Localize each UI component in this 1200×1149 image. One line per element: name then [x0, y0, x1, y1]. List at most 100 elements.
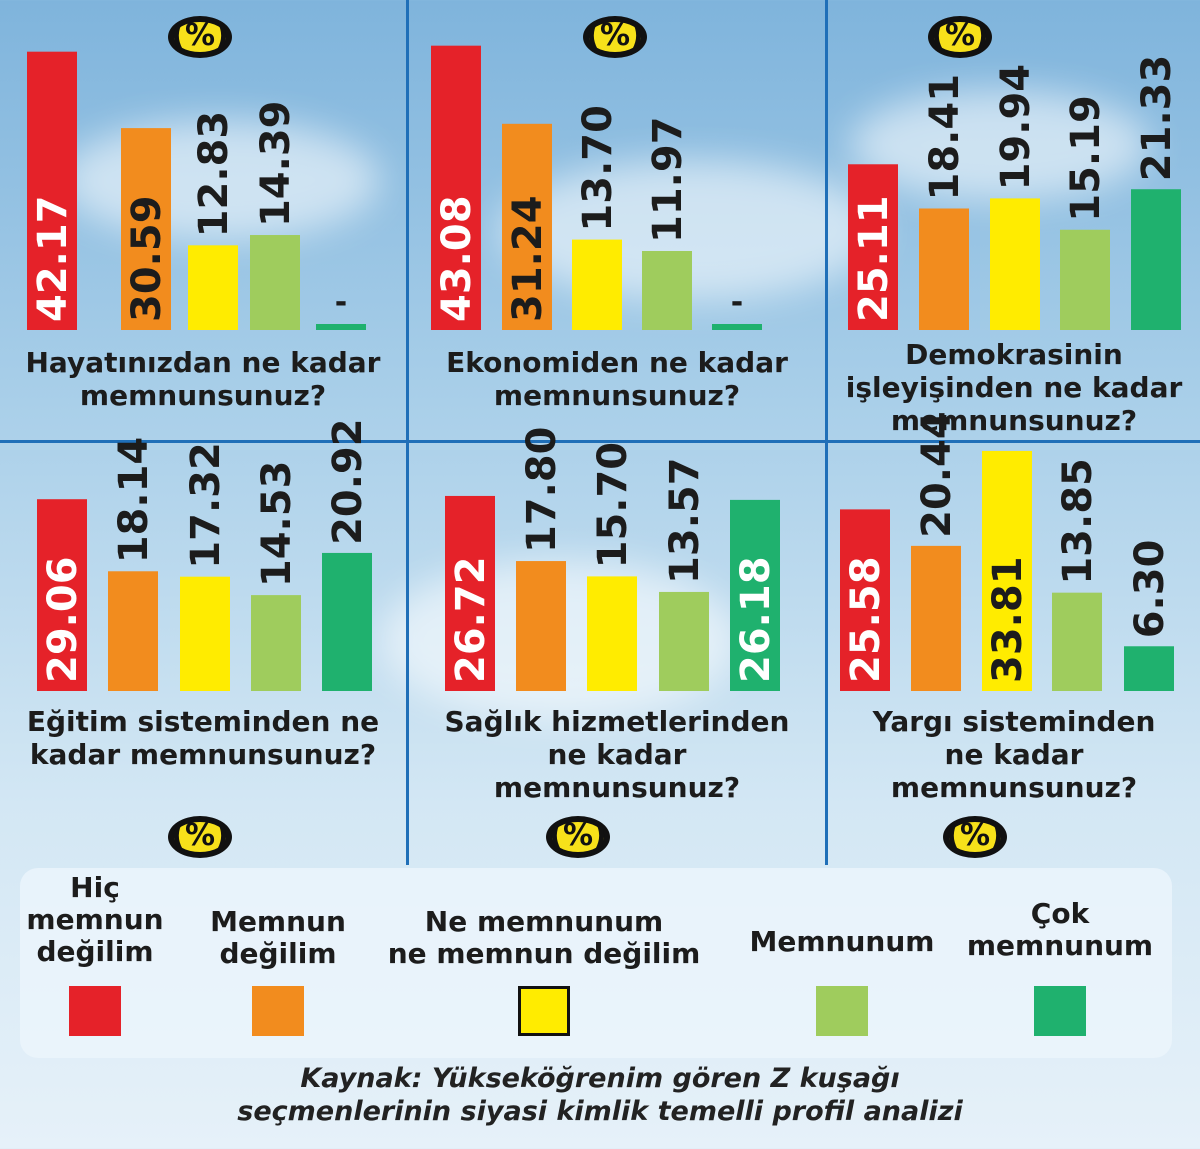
percent-marker-text: (%): [946, 818, 1004, 853]
data-label: 13.57: [662, 457, 708, 584]
bar: [250, 235, 300, 330]
data-label: 25.58: [843, 556, 889, 683]
legend-label: Memnun değilim: [108, 906, 448, 970]
percent-marker-ring: [168, 16, 232, 58]
legend-swatch: [69, 986, 121, 1036]
source-note: Kaynak: Yükseköğrenim gören Z kuşağı seç…: [0, 1062, 1200, 1128]
grid-divider: [406, 0, 409, 865]
percent-marker-text: (%): [549, 818, 607, 853]
chart-title-line: ne kadar: [547, 738, 687, 771]
data-label: 15.19: [1063, 95, 1109, 222]
chart-title: Hayatınızdan ne kadar memnunsunuz?: [0, 346, 406, 412]
chart-title-line: Eğitim sisteminden ne: [26, 705, 380, 738]
chart-title: Demokrasinin işleyişinden ne kadar memnuns…: [828, 338, 1200, 437]
bar: [188, 245, 238, 330]
percent-marker: (%): [920, 12, 1000, 62]
chart-title: Yargı sisteminden ne kadar memnunsunuz?: [828, 705, 1200, 804]
percent-marker: (%): [935, 812, 1015, 862]
bar: [37, 499, 87, 691]
data-label: 15.70: [590, 442, 636, 569]
data-label: 13.85: [1055, 458, 1101, 585]
legend-label-line: değilim: [36, 935, 154, 968]
legend-label-line: değilim: [219, 937, 337, 970]
legend-label-line: Hiç: [70, 871, 120, 904]
bar: [982, 450, 1032, 691]
legend-label-line: Memnunum: [749, 925, 935, 958]
legend-swatch: [252, 986, 304, 1036]
bar: [27, 51, 77, 330]
bar: [121, 128, 171, 330]
percent-marker-ring: [943, 816, 1007, 858]
bar: [1060, 229, 1110, 330]
legend-label: Ne memnunum ne memnun değilim: [374, 906, 714, 970]
legend-swatch: [816, 986, 868, 1036]
bar: [659, 591, 709, 691]
chart-title-line: memnunsunuz?: [890, 771, 1138, 804]
chart-title-line: memnunsunuz?: [493, 771, 741, 804]
bar: [587, 576, 637, 691]
chart-title-line: kadar memnunsunuz?: [29, 738, 377, 771]
data-label: 29.06: [40, 556, 86, 683]
legend-label-line: Ne memnunum: [424, 905, 664, 938]
percent-marker: (%): [538, 812, 618, 862]
bar: [840, 509, 890, 691]
bar: [990, 198, 1040, 330]
data-label: 13.70: [575, 105, 621, 232]
data-label: 17.80: [519, 427, 565, 554]
legend-label-line: Memnun: [210, 905, 346, 938]
chart-title-line: memnunsunuz?: [493, 379, 741, 412]
bar: [848, 164, 898, 330]
percent-marker-ring: [168, 816, 232, 858]
bar: [516, 561, 566, 691]
legend-label-line: Çok: [1030, 897, 1090, 930]
legend-swatch: [518, 986, 570, 1036]
data-label: 6.30: [1127, 540, 1173, 639]
percent-marker-text: (%): [171, 18, 229, 53]
bar: [1052, 592, 1102, 691]
data-label: 43.08: [434, 195, 480, 322]
bar: [502, 123, 552, 330]
percent-marker-text: (%): [586, 18, 644, 53]
bar: [322, 552, 372, 691]
legend-swatch: [1034, 986, 1086, 1036]
chart-title-line: Yargı sisteminden: [872, 705, 1156, 738]
grid-divider: [0, 440, 1200, 443]
bar: [431, 45, 481, 331]
data-label: 17.32: [183, 442, 229, 569]
chart-title-line: Sağlık hizmetlerinden: [444, 705, 790, 738]
cloud-decoration: [60, 120, 380, 240]
grid-divider: [825, 0, 828, 865]
data-label: 33.81: [985, 556, 1031, 683]
legend-label: Hiç memnun değilim: [0, 872, 265, 968]
chart-title: Sağlık hizmetlerinden ne kadar memnunsunuz…: [409, 705, 825, 804]
data-label: 14.53: [254, 461, 300, 588]
data-label: 42.17: [30, 195, 76, 322]
chart-title-line: ne kadar: [944, 738, 1084, 771]
chart-title: Ekonomiden ne kadar memnunsunuz?: [409, 346, 825, 412]
data-label: 18.41: [922, 74, 968, 201]
bar: [251, 595, 301, 691]
legend-label-line: memnun: [26, 903, 164, 936]
bar: [919, 208, 969, 330]
data-label: 18.14: [111, 437, 157, 564]
chart-title-line: Ekonomiden ne kadar: [446, 346, 788, 379]
chart-title-line: memnunsunuz?: [890, 404, 1138, 437]
percent-marker: (%): [575, 12, 655, 62]
data-label: 11.97: [645, 116, 691, 243]
bar: [642, 250, 692, 330]
chart-title-line: Hayatınızdan ne kadar: [25, 346, 381, 379]
chart-title-line: işleyişinden ne kadar: [845, 371, 1183, 404]
cloud-decoration: [850, 90, 1150, 200]
chart-title-line: Demokrasinin: [905, 338, 1123, 371]
data-label: 20.44: [914, 411, 960, 538]
data-label: 21.33: [1134, 55, 1180, 182]
chart-title: Eğitim sisteminden ne kadar memnunsunuz?: [0, 705, 406, 771]
bar: [1131, 189, 1181, 330]
bar: [911, 545, 961, 691]
percent-marker-text: (%): [931, 18, 989, 53]
data-label: 20.92: [325, 418, 371, 545]
